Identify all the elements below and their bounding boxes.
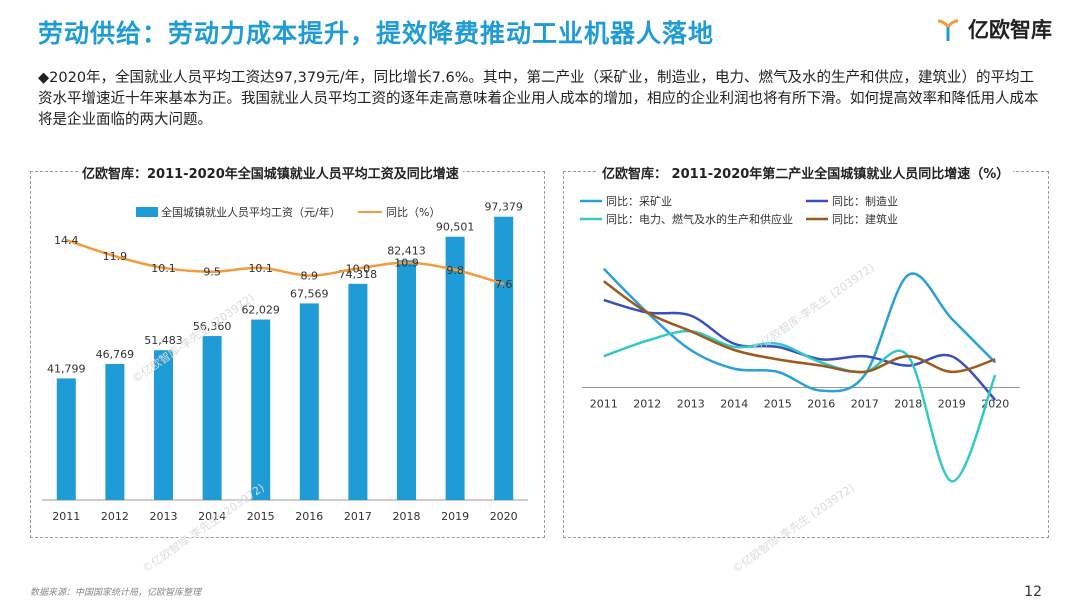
line-value-label: 10.0 [346,262,371,275]
bar [105,363,125,500]
x-tick-label: 2016 [807,398,835,411]
bar-value-label: 82,413 [387,244,426,257]
bar [348,283,368,500]
logo-icon [937,19,959,41]
x-tick-label: 2020 [490,510,518,523]
x-tick-label: 2015 [247,510,275,523]
series-line [603,329,997,483]
bar [154,350,173,500]
x-tick-label: 2016 [295,510,323,523]
x-tick-label: 2017 [851,398,879,411]
x-tick-label: 2017 [344,510,372,523]
left-chart-title: 亿欧智库：2011-2020年全国城镇就业人员平均工资及同比增速 [78,163,463,182]
x-tick-label: 2013 [150,510,178,523]
bar-value-label: 41,799 [47,362,86,375]
line-value-label: 9.8 [446,264,464,277]
legend-swatch-bar [136,207,158,217]
bar-value-label: 51,483 [144,334,183,347]
series-line [603,280,996,374]
bar [251,319,271,500]
line-value-label: 10.1 [151,262,176,275]
bar-value-label: 97,379 [484,201,523,214]
x-tick-label: 2014 [720,398,748,411]
x-tick-label: 2011 [52,510,80,523]
intro-paragraph: ◆2020年，全国就业人员平均工资达97,379元/年，同比增长7.6%。其中，… [38,70,1039,128]
x-tick-label: 2019 [441,510,469,523]
line-value-label: 9.5 [203,266,221,279]
bar [299,303,319,500]
data-source: 数据来源：中国国家统计局，亿欧智库整理 [30,588,202,598]
line-value-label: 10.9 [394,257,419,270]
x-tick-label: 2012 [633,398,661,411]
bar [445,236,465,500]
bar [202,336,222,500]
bar [397,260,416,500]
bar-value-label: 62,029 [241,304,280,317]
x-tick-label: 2011 [590,398,618,411]
page-title: 劳动供给：劳动力成本提升，提效降费推动工业机器人落地 [38,19,715,48]
series-line [65,238,505,286]
x-tick-label: 2018 [894,398,922,411]
brand-logo: 亿欧智库 [934,14,1052,44]
line-value-label: 11.9 [103,250,128,263]
x-tick-label: 2012 [101,510,129,523]
legend-label: 同比：制造业 [832,194,898,208]
right-chart-title: 亿欧智库： 2011-2020年第二产业全国城镇就业人员同比增速（%） [598,163,1014,182]
legend-label: 同比：采矿业 [606,195,672,208]
bar [56,378,76,500]
series-line [602,267,997,393]
page-number: 12 [1024,584,1042,600]
x-tick-label: 2018 [393,510,421,523]
line-value-label: 10.1 [248,262,273,275]
line-value-label: 7.6 [495,278,513,291]
bar-value-label: 46,769 [96,348,135,361]
x-tick-label: 2019 [938,398,966,411]
line-value-label: 8.9 [301,270,319,283]
line-value-label: 14.4 [54,234,79,247]
legend-label-line: 同比（%） [386,206,440,219]
x-tick-label: 2014 [198,510,226,523]
bar-value-label: 56,360 [193,320,232,333]
legend-label: 同比：建筑业 [832,212,898,226]
x-tick-label: 2015 [764,398,792,411]
x-tick-label: 2013 [677,398,705,411]
logo-text: 亿欧智库 [968,18,1052,42]
legend-label-bar: 全国城镇就业人员平均工资（元/年） [161,205,341,219]
bar-value-label: 67,569 [290,287,329,300]
bar-value-label: 90,501 [436,221,475,234]
legend-label: 同比：电力、燃气及水的生产和供应业 [606,212,793,226]
bar [494,216,514,500]
